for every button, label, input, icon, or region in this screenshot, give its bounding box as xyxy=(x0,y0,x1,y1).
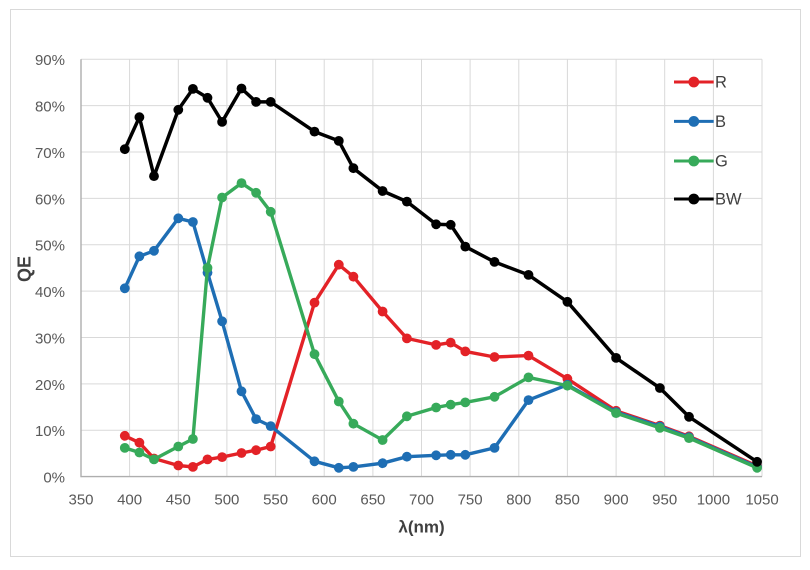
svg-text:800: 800 xyxy=(506,492,531,509)
svg-text:60%: 60% xyxy=(35,191,65,208)
svg-text:80%: 80% xyxy=(35,99,65,116)
svg-text:950: 950 xyxy=(652,492,677,509)
svg-text:1050: 1050 xyxy=(745,492,778,509)
svg-text:500: 500 xyxy=(214,492,239,509)
svg-text:λ(nm): λ(nm) xyxy=(398,518,444,537)
svg-text:R: R xyxy=(715,74,727,92)
svg-text:20%: 20% xyxy=(35,377,65,394)
svg-text:70%: 70% xyxy=(35,145,65,162)
svg-text:50%: 50% xyxy=(35,238,65,255)
svg-text:650: 650 xyxy=(360,492,385,509)
svg-text:450: 450 xyxy=(166,492,191,509)
svg-text:400: 400 xyxy=(117,492,142,509)
svg-text:BW: BW xyxy=(715,191,742,209)
svg-text:B: B xyxy=(715,113,726,131)
svg-text:10%: 10% xyxy=(35,423,65,440)
svg-text:550: 550 xyxy=(263,492,288,509)
svg-text:600: 600 xyxy=(312,492,337,509)
svg-text:G: G xyxy=(715,153,728,171)
svg-text:850: 850 xyxy=(555,492,580,509)
svg-text:40%: 40% xyxy=(35,284,65,301)
svg-text:700: 700 xyxy=(409,492,434,509)
svg-text:30%: 30% xyxy=(35,330,65,347)
svg-text:350: 350 xyxy=(68,492,93,509)
svg-text:1000: 1000 xyxy=(697,492,730,509)
svg-text:750: 750 xyxy=(458,492,483,509)
svg-text:QE: QE xyxy=(15,256,35,282)
svg-text:0%: 0% xyxy=(43,470,65,487)
svg-text:90%: 90% xyxy=(35,52,65,69)
svg-text:900: 900 xyxy=(604,492,629,509)
